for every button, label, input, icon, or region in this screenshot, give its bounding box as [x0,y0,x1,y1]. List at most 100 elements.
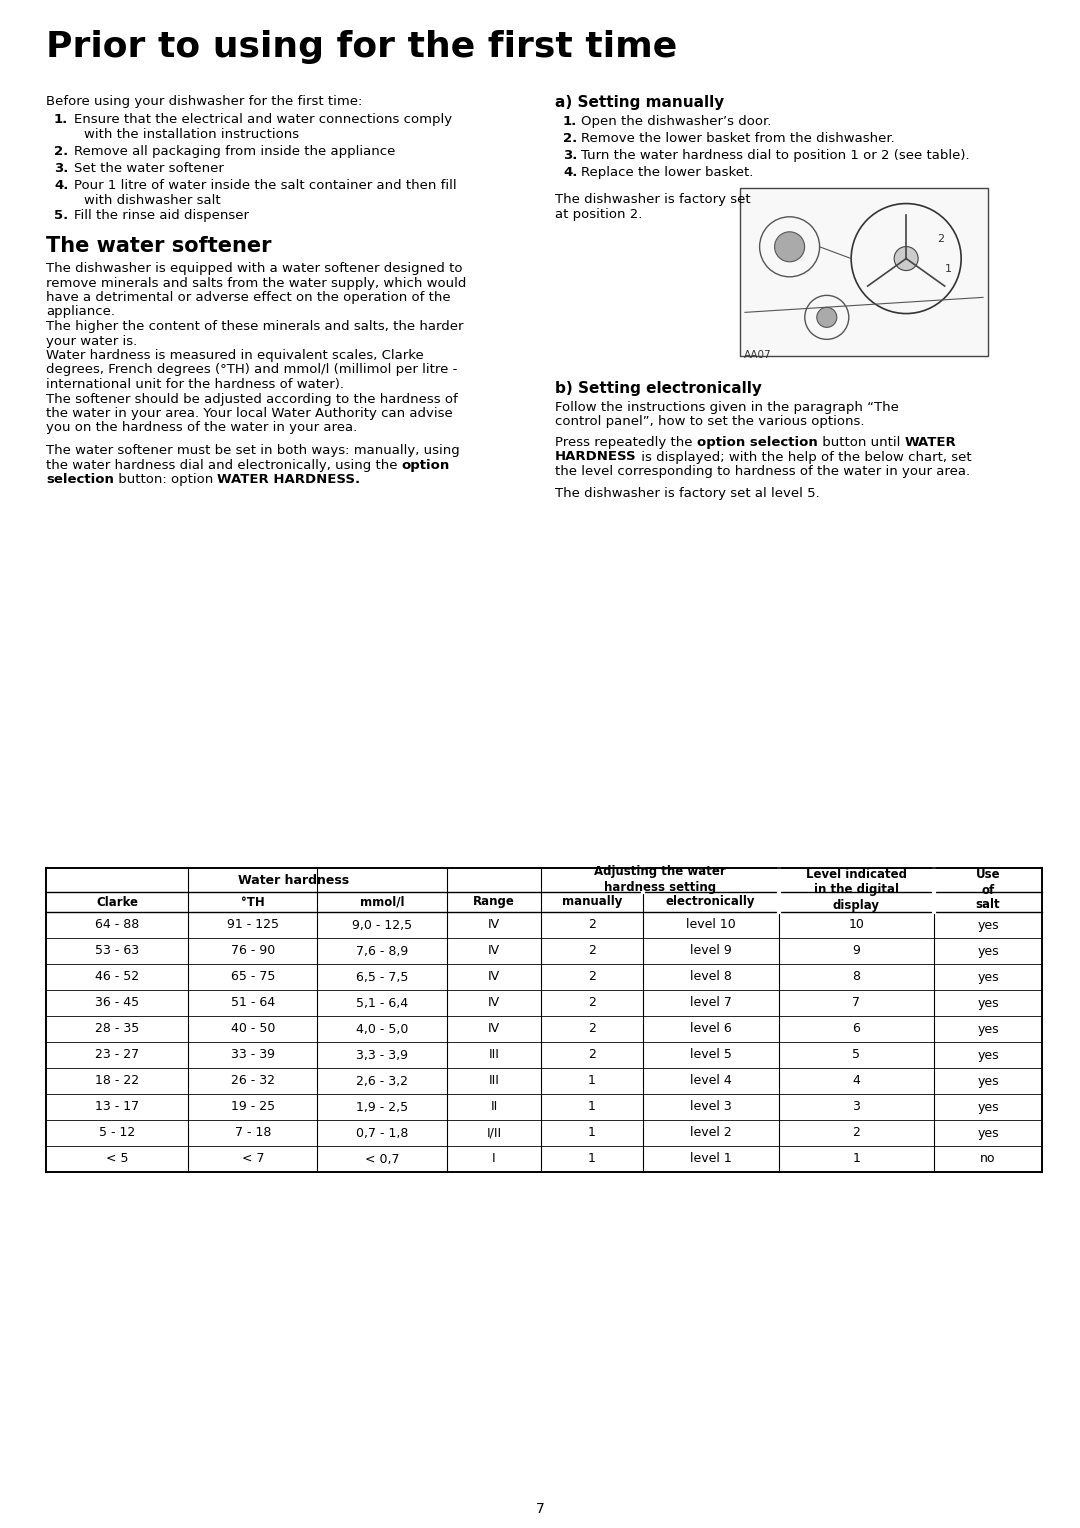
Text: 18 - 22: 18 - 22 [95,1074,139,1088]
Text: 46 - 52: 46 - 52 [95,970,139,984]
Text: 19 - 25: 19 - 25 [231,1100,275,1114]
Text: WATER HARDNESS.: WATER HARDNESS. [217,474,361,486]
Text: level 8: level 8 [690,970,731,984]
Text: 2: 2 [852,1126,860,1140]
Text: 1: 1 [589,1126,596,1140]
Text: Pour 1 litre of water inside the salt container and then fill: Pour 1 litre of water inside the salt co… [75,179,457,193]
Text: 7 - 18: 7 - 18 [234,1126,271,1140]
Text: 7,6 - 8,9: 7,6 - 8,9 [355,944,408,958]
Text: 2: 2 [589,996,596,1010]
Text: with the installation instructions: with the installation instructions [84,128,299,141]
Text: yes: yes [977,1126,999,1140]
Text: 1.: 1. [54,113,68,125]
Text: option selection: option selection [697,435,818,449]
Circle shape [894,246,918,270]
Text: you on the hardness of the water in your area.: you on the hardness of the water in your… [46,422,357,434]
Text: 28 - 35: 28 - 35 [95,1022,139,1036]
Text: manually: manually [562,895,622,909]
Text: 7: 7 [852,996,861,1010]
Text: have a detrimental or adverse effect on the operation of the: have a detrimental or adverse effect on … [46,290,450,304]
Text: Open the dishwasher’s door.: Open the dishwasher’s door. [581,115,771,128]
Text: < 7: < 7 [242,1152,265,1166]
Text: option: option [402,458,450,472]
Text: 1,9 - 2,5: 1,9 - 2,5 [356,1100,408,1114]
Text: The dishwasher is factory set al level 5.: The dishwasher is factory set al level 5… [555,487,820,501]
Text: 4: 4 [852,1074,860,1088]
Text: 2,6 - 3,2: 2,6 - 3,2 [356,1074,408,1088]
Text: 1: 1 [852,1152,860,1166]
Text: appliance.: appliance. [46,306,114,318]
Text: 1: 1 [589,1152,596,1166]
Text: 2: 2 [589,970,596,984]
Text: button: option: button: option [113,474,217,486]
Text: 8: 8 [852,970,861,984]
Text: 5: 5 [852,1048,861,1062]
Text: button until: button until [818,435,904,449]
Text: 5.: 5. [54,209,68,222]
Text: 23 - 27: 23 - 27 [95,1048,139,1062]
Text: yes: yes [977,1048,999,1062]
Text: Press repeatedly the: Press repeatedly the [555,435,697,449]
Text: control panel”, how to set the various options.: control panel”, how to set the various o… [555,416,864,428]
Text: level 2: level 2 [690,1126,731,1140]
Text: Adjusting the water
hardness setting: Adjusting the water hardness setting [594,865,726,894]
Text: with dishwasher salt: with dishwasher salt [84,194,220,206]
Text: yes: yes [977,1100,999,1114]
Text: III: III [488,1074,499,1088]
Text: IV: IV [488,996,500,1010]
Text: Replace the lower basket.: Replace the lower basket. [581,167,754,179]
Text: Fill the rinse aid dispenser: Fill the rinse aid dispenser [75,209,249,222]
Text: 1: 1 [945,263,951,274]
Text: 4.: 4. [54,179,68,193]
Text: 36 - 45: 36 - 45 [95,996,139,1010]
Text: IV: IV [488,970,500,984]
Text: level 9: level 9 [690,944,731,958]
Text: your water is.: your water is. [46,335,137,347]
Text: 76 - 90: 76 - 90 [231,944,275,958]
Text: level 7: level 7 [690,996,731,1010]
Text: degrees, French degrees (°TH) and mmol/l (millimol per litre -: degrees, French degrees (°TH) and mmol/l… [46,364,457,376]
Text: 1.: 1. [563,115,577,128]
Text: yes: yes [977,996,999,1010]
Text: Water hardness is measured in equivalent scales, Clarke: Water hardness is measured in equivalent… [46,348,423,362]
Text: level 4: level 4 [690,1074,731,1088]
Text: 3: 3 [852,1100,860,1114]
Text: < 0,7: < 0,7 [365,1152,400,1166]
Text: The water softener: The water softener [46,235,271,257]
Text: level 5: level 5 [690,1048,731,1062]
Text: HARDNESS: HARDNESS [555,451,636,463]
Text: The softener should be adjusted according to the hardness of: The softener should be adjusted accordin… [46,393,458,405]
Text: the level corresponding to hardness of the water in your area.: the level corresponding to hardness of t… [555,465,970,478]
Text: remove minerals and salts from the water supply, which would: remove minerals and salts from the water… [46,277,467,289]
Text: yes: yes [977,944,999,958]
Text: Turn the water hardness dial to position 1 or 2 (see table).: Turn the water hardness dial to position… [581,150,970,162]
Text: Remove all packaging from inside the appliance: Remove all packaging from inside the app… [75,145,395,157]
Circle shape [774,232,805,261]
Text: level 3: level 3 [690,1100,731,1114]
Text: IV: IV [488,918,500,932]
Text: 2: 2 [589,918,596,932]
Text: The higher the content of these minerals and salts, the harder: The higher the content of these minerals… [46,319,463,333]
Text: 33 - 39: 33 - 39 [231,1048,274,1062]
Text: 2: 2 [589,1048,596,1062]
Text: 2.: 2. [54,145,68,157]
Text: yes: yes [977,1074,999,1088]
Text: 13 - 17: 13 - 17 [95,1100,139,1114]
Text: IV: IV [488,1022,500,1036]
Text: WATER: WATER [904,435,956,449]
Text: 2: 2 [589,1022,596,1036]
Text: III: III [488,1048,499,1062]
Bar [46,868,1042,1172]
Text: II: II [490,1100,498,1114]
Text: 9: 9 [852,944,860,958]
Text: Prior to using for the first time: Prior to using for the first time [46,31,677,64]
Text: 2.: 2. [563,131,577,145]
Text: mmol/l: mmol/l [360,895,404,909]
Text: Remove the lower basket from the dishwasher.: Remove the lower basket from the dishwas… [581,131,894,145]
Text: international unit for the hardness of water).: international unit for the hardness of w… [46,377,345,391]
Text: 3.: 3. [563,150,578,162]
Text: level 10: level 10 [686,918,735,932]
Text: 51 - 64: 51 - 64 [231,996,275,1010]
Text: selection: selection [46,474,113,486]
Text: Range: Range [473,895,515,909]
